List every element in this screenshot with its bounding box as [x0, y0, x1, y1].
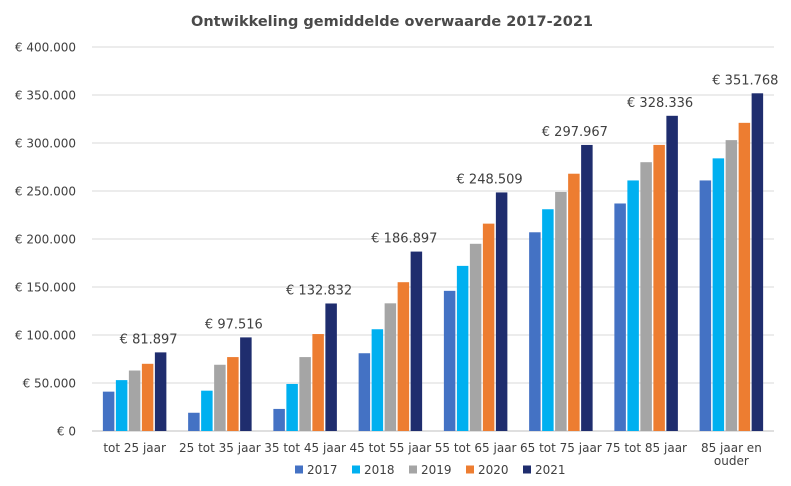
- legend-label: 2020: [478, 463, 509, 477]
- legend-swatch-2021: [523, 465, 531, 474]
- x-tick-label: 85 jaar en: [701, 441, 762, 455]
- y-tick-label: € 150.000: [15, 281, 76, 295]
- bar-2019: [469, 243, 482, 431]
- x-tick-label: 45 tot 55 jaar: [350, 441, 432, 455]
- legend-swatch-2020: [466, 465, 474, 474]
- legend-label: 2018: [364, 463, 395, 477]
- chart-title: Ontwikkeling gemiddelde overwaarde 2017-…: [191, 14, 593, 30]
- bar-2021: [410, 251, 423, 431]
- bar-2018: [456, 265, 469, 431]
- data-label: € 248.509: [457, 172, 523, 187]
- bar-2018: [371, 329, 384, 431]
- bar-2021: [751, 93, 764, 431]
- legend-label: 2019: [421, 463, 452, 477]
- legend-swatch-2017: [295, 465, 303, 474]
- bar-2020: [653, 144, 665, 432]
- legend-label: 2021: [535, 463, 566, 477]
- bar-2021: [666, 115, 678, 432]
- x-tick-label: ouder: [714, 454, 749, 468]
- bars: [102, 93, 764, 432]
- bar-2018: [542, 209, 554, 431]
- bar-2020: [141, 363, 154, 431]
- bar-2018: [286, 383, 298, 431]
- bar-2021: [154, 352, 167, 431]
- bar-2020: [397, 282, 410, 431]
- bar-2017: [614, 203, 626, 431]
- bar-2018: [712, 158, 725, 432]
- x-tick-label: 65 tot 75 jaar: [520, 441, 602, 455]
- bar-2017: [102, 391, 115, 431]
- bar-2021: [581, 144, 593, 432]
- data-label: € 351.768: [712, 73, 778, 88]
- bar-2017: [273, 408, 285, 431]
- bar-2019: [725, 140, 738, 431]
- x-tick-label: 35 tot 45 jaar: [264, 441, 346, 455]
- x-tick-label: 25 tot 35 jaar: [179, 441, 261, 455]
- y-tick-label: € 350.000: [15, 89, 76, 103]
- bar-2019: [640, 162, 652, 431]
- y-tick-label: € 100.000: [15, 329, 76, 343]
- x-axis-ticks: tot 25 jaar 25 tot 35 jaar 35 tot 45 jaar 4…: [103, 441, 762, 468]
- bar-2017: [699, 180, 712, 431]
- bar-2017: [188, 412, 200, 431]
- bar-2021: [240, 337, 252, 431]
- data-label: € 186.897: [371, 232, 437, 247]
- y-tick-label: € 400.000: [15, 41, 76, 55]
- bar-2019: [555, 191, 567, 431]
- bar-2020: [738, 122, 751, 431]
- legend-swatch-2018: [352, 465, 360, 474]
- legend-swatch-2019: [409, 465, 417, 474]
- bar-2020: [568, 173, 580, 431]
- data-label: € 81.897: [120, 332, 178, 347]
- bar-2020: [482, 223, 495, 431]
- bar-2020: [227, 357, 239, 431]
- legend-label: 2017: [307, 463, 338, 477]
- data-label: € 97.516: [205, 317, 263, 332]
- bar-2021: [325, 303, 337, 431]
- y-axis-ticks: € 0 € 50.000 € 100.000 € 150.000 € 200.000 € …: [15, 41, 76, 439]
- y-tick-label: € 300.000: [15, 137, 76, 151]
- x-tick-label: tot 25 jaar: [103, 441, 166, 455]
- bar-2021: [495, 192, 508, 431]
- gridlines: [92, 46, 774, 432]
- data-label: € 132.832: [286, 283, 352, 298]
- bar-2019: [214, 364, 226, 431]
- bar-2019: [384, 303, 397, 431]
- y-tick-label: € 200.000: [15, 233, 76, 247]
- bar-2018: [115, 380, 128, 431]
- bar-2019: [128, 370, 141, 431]
- bar-2017: [443, 290, 456, 431]
- bar-2017: [358, 353, 371, 431]
- bar-2019: [299, 357, 311, 431]
- y-tick-label: € 250.000: [15, 185, 76, 199]
- legend: 2017 2018 2019 2020 2021: [295, 463, 566, 477]
- bar-2017: [529, 232, 541, 431]
- bar-2020: [312, 334, 324, 431]
- data-label: € 328.336: [627, 96, 693, 111]
- data-labels: € 81.897 € 97.516 € 132.832 € 186.897 € 248.…: [120, 73, 779, 347]
- y-tick-label: € 50.000: [23, 377, 76, 391]
- data-label: € 297.967: [542, 125, 608, 140]
- y-tick-label: € 0: [57, 425, 76, 439]
- bar-2018: [627, 180, 639, 431]
- x-tick-label: 75 tot 85 jaar: [605, 441, 687, 455]
- x-tick-label: 55 tot 65 jaar: [435, 441, 517, 455]
- bar-2018: [201, 390, 213, 431]
